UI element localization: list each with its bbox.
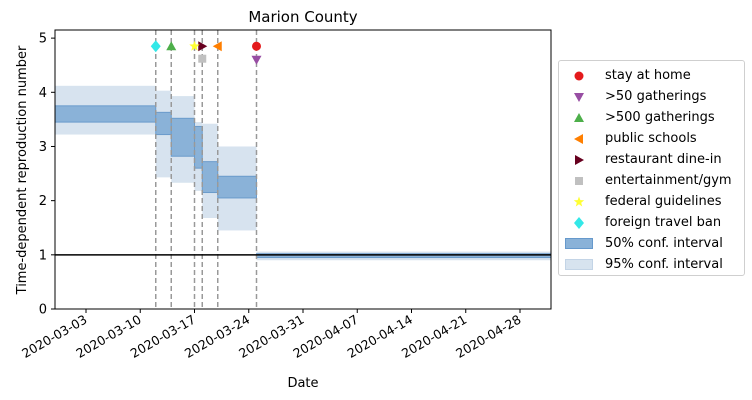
legend-marker-5 <box>575 176 583 185</box>
legend-marker-1 <box>574 92 584 102</box>
legend-item-0: stay at home <box>559 65 744 86</box>
legend-marker-3 <box>574 133 583 144</box>
intervention-marker-7 <box>150 40 161 53</box>
vline-layer <box>155 30 258 309</box>
legend-marker-2 <box>574 112 584 122</box>
legend-key-9 <box>565 258 593 272</box>
legend-item-5: entertainment/gym <box>559 170 744 191</box>
ci50-segment-5 <box>217 175 257 199</box>
legend-swatch-9 <box>565 259 593 270</box>
legend-swatch-8 <box>565 238 593 249</box>
legend-item-6: federal guidelines <box>559 191 744 212</box>
legend-marker-svg-0 <box>574 71 584 80</box>
intervention-marker-1 <box>251 55 262 65</box>
intervention-marker-0 <box>252 41 261 51</box>
legend-item-9: 95% conf. interval <box>559 254 744 275</box>
legend-marker-svg-7 <box>574 216 584 229</box>
legend-key-3 <box>565 132 593 146</box>
legend-marker-4 <box>575 154 584 165</box>
legend-key-8 <box>565 237 593 251</box>
legend-marker-svg-5 <box>575 176 583 185</box>
legend-label-9: 95% conf. interval <box>605 257 723 272</box>
legend-key-5 <box>565 174 593 188</box>
legend-item-3: public schools <box>559 128 744 149</box>
ci50-segment-1 <box>155 111 172 136</box>
legend-marker-svg-6 <box>573 196 585 206</box>
legend-label-7: foreign travel ban <box>605 215 722 230</box>
legend-item-2: >500 gatherings <box>559 107 744 128</box>
y-tick-label-5: 5 <box>39 32 47 47</box>
legend-label-4: restaurant dine-in <box>605 152 722 167</box>
intervention-marker-6 <box>189 40 200 51</box>
legend-key-2 <box>565 111 593 125</box>
legend-label-1: >50 gatherings <box>605 89 707 104</box>
legend-marker-svg-4 <box>575 154 584 165</box>
ci50-segment-0 <box>54 105 157 123</box>
x-axis-label: Date <box>287 376 318 391</box>
legend-label-2: >500 gatherings <box>605 110 715 125</box>
plot-frame <box>54 29 552 310</box>
y-tick-label-4: 4 <box>39 86 47 101</box>
intervention-marker-4 <box>198 41 208 52</box>
legend-key-1 <box>565 90 593 104</box>
legend-marker-7 <box>574 216 584 229</box>
legend-marker-svg-2 <box>574 112 584 122</box>
y-tick-label-1: 1 <box>39 248 47 263</box>
legend-label-8: 50% conf. interval <box>605 236 723 251</box>
x-axis: 2020-03-032020-03-102020-03-172020-03-24… <box>19 309 524 361</box>
legend-marker-svg-1 <box>574 92 584 102</box>
legend-marker-svg-3 <box>574 133 583 144</box>
intervention-marker-5 <box>198 54 207 63</box>
legend-key-7 <box>565 216 593 230</box>
legend-label-0: stay at home <box>605 68 691 83</box>
y-tick-label-0: 0 <box>39 303 47 318</box>
legend-label-6: federal guidelines <box>605 194 722 209</box>
legend-item-8: 50% conf. interval <box>559 233 744 254</box>
legend-label-3: public schools <box>605 131 697 146</box>
legend-marker-6 <box>573 196 585 206</box>
y-tick-label-3: 3 <box>39 140 47 155</box>
ci50-segment-2 <box>170 117 195 157</box>
legend-marker-0 <box>574 71 584 80</box>
y-axis: 0 1 2 3 4 5 <box>39 32 55 318</box>
ci50-segment-4 <box>201 161 219 194</box>
legend-item-4: restaurant dine-in <box>559 149 744 170</box>
intervention-marker-2 <box>166 41 177 51</box>
intervention-marker-3 <box>212 41 222 52</box>
legend-key-4 <box>565 153 593 167</box>
legend-item-1: >50 gatherings <box>559 86 744 107</box>
legend: stay at home >50 gatherings >500 gathering… <box>558 60 745 276</box>
y-tick-label-2: 2 <box>39 194 47 209</box>
marker-layer <box>150 40 262 65</box>
legend-key-6 <box>565 195 593 209</box>
legend-label-5: entertainment/gym <box>605 173 732 188</box>
legend-item-7: foreign travel ban <box>559 212 744 233</box>
ci50-segment-3 <box>194 125 203 169</box>
legend-key-0 <box>565 69 593 83</box>
chart-title: Marion County <box>248 8 357 26</box>
y-axis-label: Time-dependent reproduction number <box>15 45 30 295</box>
